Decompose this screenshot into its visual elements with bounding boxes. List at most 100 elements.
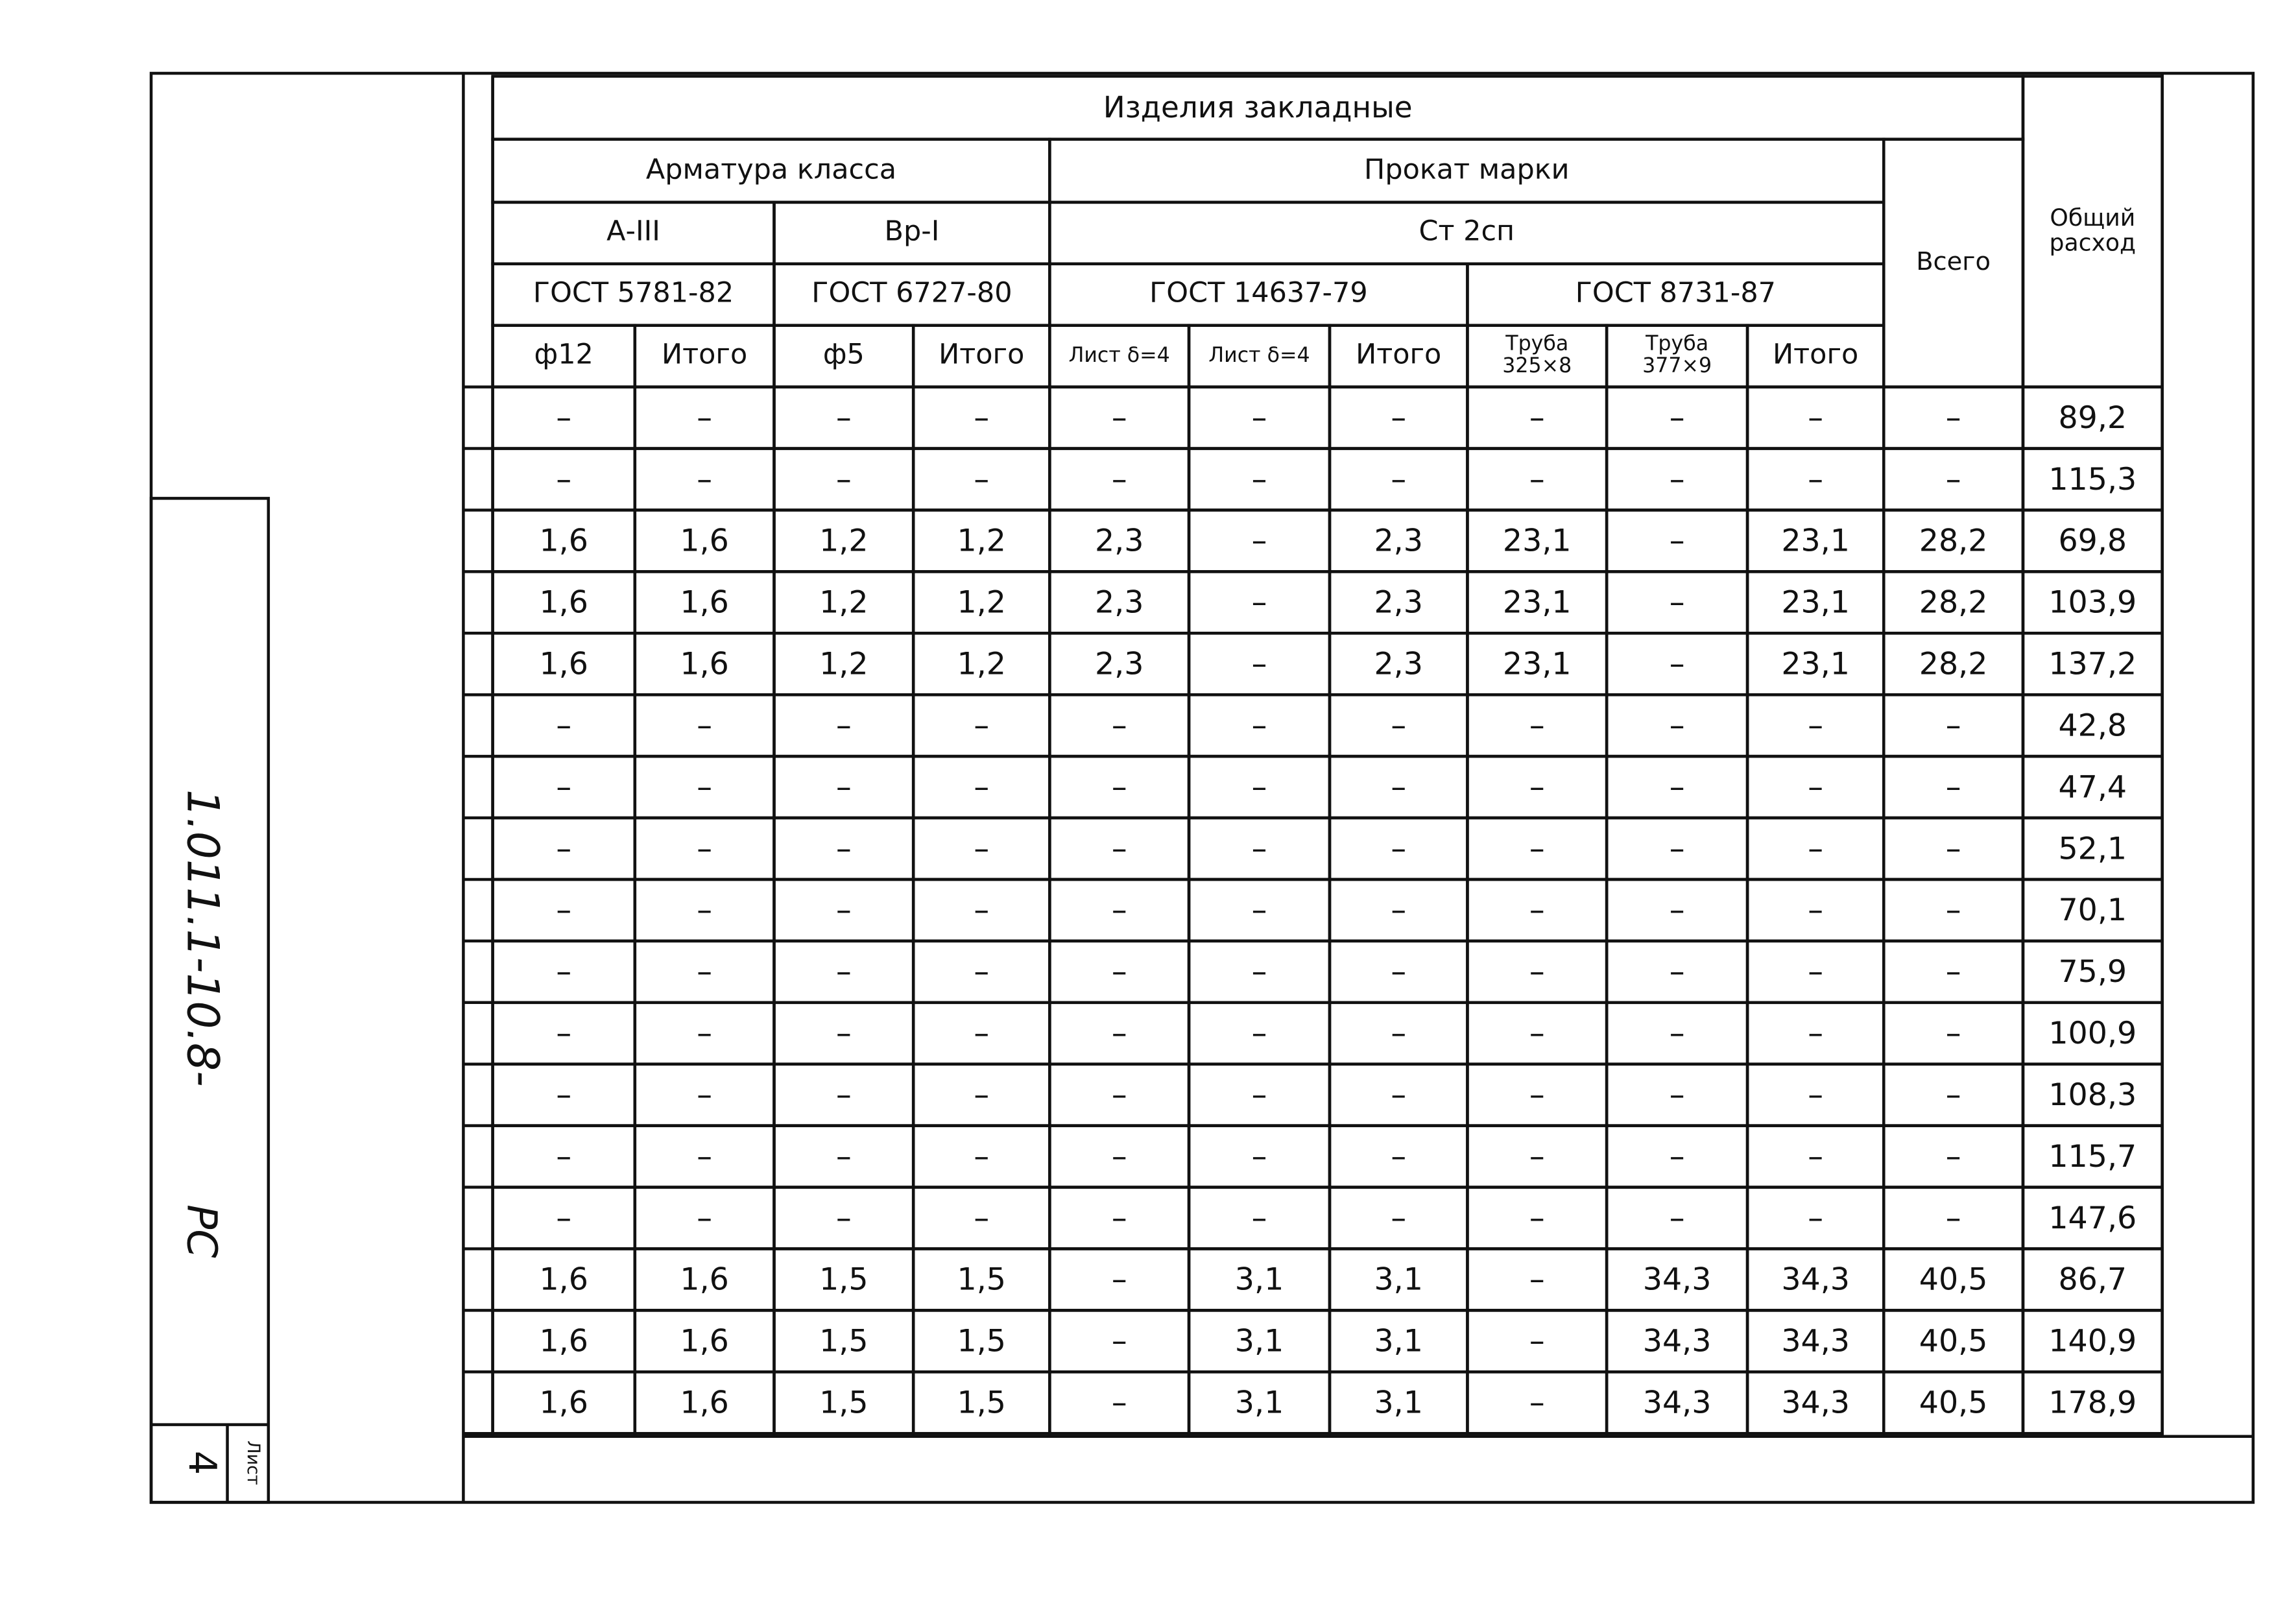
data-cell: 103,9 xyxy=(2048,584,2137,620)
header-cell: Итого xyxy=(1773,339,1859,371)
data-cell-box: 2,3 xyxy=(1095,525,1144,557)
header-cell: Вр-I xyxy=(884,215,940,248)
data-cell: – xyxy=(1669,1200,1685,1236)
data-cell-box: – xyxy=(1529,1202,1545,1234)
data-cell-box: – xyxy=(1808,894,1823,926)
data-cell: 28,2 xyxy=(1919,646,1988,682)
data-cell: – xyxy=(1669,831,1685,866)
data-cell: – xyxy=(1945,461,1961,497)
data-cell-box: – xyxy=(836,771,852,804)
data-cell: – xyxy=(1391,954,1407,990)
data-cell: – xyxy=(556,831,572,866)
data-cell-box: – xyxy=(836,1017,852,1049)
data-cell: 1,2 xyxy=(819,523,868,558)
data-cell: – xyxy=(697,769,713,805)
data-cell-box: – xyxy=(556,769,572,805)
header-cell-box: Лист δ=4 xyxy=(1208,345,1310,366)
data-cell: – xyxy=(556,1077,572,1113)
data-cell-box: – xyxy=(1391,1079,1406,1111)
sheet-label: Лист xyxy=(243,1440,263,1485)
data-cell: – xyxy=(1391,831,1407,866)
data-cell-box: 70,1 xyxy=(2058,892,2127,928)
data-cell: – xyxy=(1669,584,1685,620)
data-cell-box: 28,2 xyxy=(1919,525,1988,557)
data-cell: – xyxy=(1808,769,1824,805)
data-cell: – xyxy=(1669,1138,1685,1175)
data-cell-box: – xyxy=(974,771,989,804)
stamp-box xyxy=(149,497,270,1504)
data-cell: – xyxy=(1945,892,1961,928)
data-cell: – xyxy=(1251,1200,1267,1236)
data-cell-box: – xyxy=(1670,463,1685,496)
data-cell-box: – xyxy=(1529,1387,1545,1419)
data-cell-box: – xyxy=(1112,1140,1127,1173)
data-cell: – xyxy=(1251,769,1267,805)
data-cell-box: – xyxy=(1529,955,1545,988)
data-cell: – xyxy=(1251,831,1267,866)
header-cell: Прокат марки xyxy=(1364,153,1570,185)
data-cell: – xyxy=(1808,708,1824,743)
data-cell-box: – xyxy=(1112,1387,1127,1419)
data-cell: – xyxy=(835,1077,852,1113)
data-cell: – xyxy=(1529,1077,1545,1113)
data-cell-box: – xyxy=(974,1079,989,1111)
data-cell: – xyxy=(1808,400,1824,436)
data-cell-box: – xyxy=(697,401,712,434)
data-cell-box: – xyxy=(1252,463,1267,496)
data-cell: 40,5 xyxy=(1919,1385,1988,1420)
data-cell: 1,6 xyxy=(680,584,729,620)
data-cell-box: – xyxy=(1670,955,1685,988)
data-cell: – xyxy=(1251,1016,1267,1051)
data-cell-box: 2,3 xyxy=(1374,525,1422,557)
data-cell-box: 108,3 xyxy=(2048,1079,2137,1111)
data-cell-box: – xyxy=(1112,955,1127,988)
data-cell: – xyxy=(1391,461,1407,497)
data-cell: – xyxy=(697,708,713,743)
data-cell: 137,2 xyxy=(2048,646,2137,682)
data-cell-box: 115,7 xyxy=(2048,1140,2137,1173)
data-cell-box: – xyxy=(1945,892,1961,928)
data-cell-box: 1,2 xyxy=(957,586,1006,619)
header-cell: ГОСТ 14637-79 xyxy=(1149,277,1368,309)
data-cell: 75,9 xyxy=(2058,954,2127,990)
data-cell: – xyxy=(1391,892,1407,928)
data-cell-box: – xyxy=(697,833,712,865)
header-cell-box: Труба 325×8 xyxy=(1502,334,1572,377)
data-cell: – xyxy=(1529,708,1545,743)
data-cell-box: 2,3 xyxy=(1374,584,1423,620)
data-cell-box: – xyxy=(1251,1016,1267,1051)
data-cell-box: 1,6 xyxy=(539,1387,588,1419)
data-cell-box: 23,1 xyxy=(1503,586,1572,619)
data-cell-box: – xyxy=(1251,769,1267,805)
stamp-part: РС xyxy=(178,1204,226,1258)
data-cell: – xyxy=(1391,1138,1407,1175)
data-cell: – xyxy=(1111,1077,1127,1113)
data-cell: 2,3 xyxy=(1374,584,1423,620)
data-cell-box: – xyxy=(1808,463,1823,496)
data-cell-box: – xyxy=(1112,1325,1127,1357)
data-cell: 2,3 xyxy=(1094,584,1144,620)
data-cell-box: – xyxy=(1112,1263,1127,1296)
header-cell: Итого xyxy=(662,339,748,371)
data-cell-box: – xyxy=(1946,1017,1961,1049)
data-cell-box: – xyxy=(1391,401,1406,434)
header-cell: Общий расход xyxy=(2049,204,2137,257)
data-cell-box: 23,1 xyxy=(1781,648,1850,680)
data-cell: 40,5 xyxy=(1919,1261,1988,1297)
data-cell-box: – xyxy=(1252,1079,1267,1111)
data-cell: – xyxy=(1251,584,1267,620)
data-cell-box: 42,8 xyxy=(2058,710,2127,742)
data-cell-box: 23,1 xyxy=(1503,648,1572,680)
data-cell: 23,1 xyxy=(1502,523,1572,558)
data-cell-box: – xyxy=(1252,648,1267,680)
data-cell-box: – xyxy=(1669,1138,1685,1175)
data-cell: 34,3 xyxy=(1781,1385,1850,1420)
data-cell: – xyxy=(556,769,572,805)
header-cell-box: Итого xyxy=(1356,340,1441,369)
data-cell: 70,1 xyxy=(2058,892,2127,928)
data-cell: – xyxy=(1808,1077,1824,1113)
data-cell: 1,2 xyxy=(957,646,1007,682)
data-cell: 1,6 xyxy=(680,523,729,558)
data-cell-box: – xyxy=(1669,584,1685,620)
data-cell: – xyxy=(1529,831,1545,866)
